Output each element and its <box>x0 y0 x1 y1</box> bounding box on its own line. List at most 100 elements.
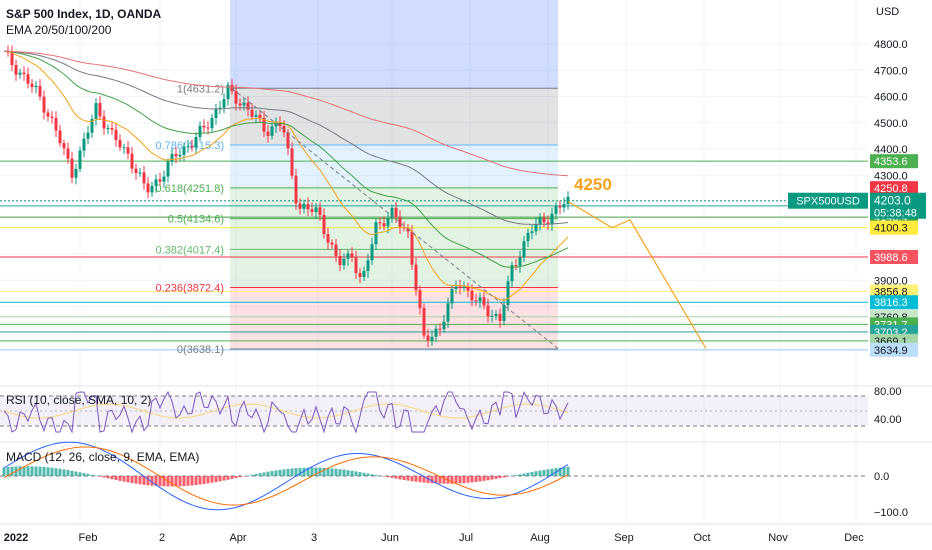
candle-body <box>102 116 106 129</box>
candle-body <box>506 281 510 306</box>
ema-indicator-legend[interactable]: EMA 20/50/100/200 <box>6 23 112 37</box>
macd-indicator-legend[interactable]: MACD (12, 26, close, 9, EMA, EMA) <box>6 450 200 464</box>
macd-histogram-bar <box>118 476 122 481</box>
price-badge <box>870 181 918 196</box>
macd-histogram-bar <box>122 476 126 482</box>
candle-body <box>58 130 62 144</box>
rsi-indicator-legend[interactable]: RSI (10, close, SMA, 10, 2) <box>6 393 152 407</box>
price-annotation-4250[interactable]: 4250 <box>574 175 612 194</box>
macd-histogram-bar <box>462 476 466 484</box>
macd-histogram-bar <box>74 471 78 476</box>
candle-body <box>218 107 222 110</box>
candle-body <box>30 83 34 88</box>
macd-histogram-bar <box>230 476 234 479</box>
macd-histogram-bar <box>70 470 74 476</box>
candle-body <box>382 223 386 227</box>
macd-histogram-bar <box>418 476 422 483</box>
fib-level-label: 0.786(4415.3) <box>156 140 225 152</box>
candle-body <box>470 290 474 301</box>
candle-body <box>234 91 238 104</box>
candle-body <box>210 117 214 129</box>
fib-level-label: 0.618(4251.8) <box>156 183 225 195</box>
price-badge-label: 4100.3 <box>874 223 908 235</box>
macd-histogram-bar <box>2 467 6 476</box>
macd-histogram-bar <box>334 468 338 476</box>
price-badge <box>870 342 918 357</box>
candle-body <box>54 118 58 131</box>
candle-body <box>66 148 70 159</box>
candle-body <box>442 321 446 330</box>
candle-body <box>494 313 498 316</box>
candle-body <box>418 290 422 309</box>
macd-histogram-bar <box>330 468 334 476</box>
candle-body <box>366 260 370 272</box>
macd-histogram-bar <box>342 469 346 476</box>
macd-histogram-bar <box>386 476 390 478</box>
candle-body <box>318 207 322 215</box>
fib-extension-zone <box>230 0 558 89</box>
candle-body <box>94 103 98 119</box>
macd-histogram-bar <box>150 476 154 486</box>
candle-body <box>126 147 130 154</box>
macd-histogram-bar <box>46 467 50 476</box>
macd-histogram-bar <box>522 473 526 476</box>
candle-body <box>398 217 402 228</box>
macd-histogram-bar <box>146 476 150 486</box>
candle-body <box>542 217 546 223</box>
time-axis-label: Jun <box>381 532 399 544</box>
candle-body <box>434 328 438 337</box>
candle-body <box>498 313 502 321</box>
candle-body <box>390 207 394 218</box>
macd-histogram-bar <box>454 476 458 484</box>
candle-body <box>122 147 126 149</box>
macd-histogram-bar <box>42 466 46 476</box>
macd-histogram-bar <box>66 470 70 476</box>
candle-body <box>150 185 154 193</box>
macd-signal-line <box>3 446 569 506</box>
macd-histogram-bar <box>478 476 482 482</box>
macd-histogram-bar <box>482 476 486 481</box>
candle-body <box>114 129 118 141</box>
macd-histogram-bar <box>494 476 498 479</box>
candle-body <box>162 176 166 182</box>
candle-body <box>474 300 478 302</box>
macd-histogram-bar <box>182 476 186 487</box>
macd-histogram-bar <box>430 476 434 484</box>
macd-histogram-bar <box>498 476 502 479</box>
symbol-badge-label[interactable]: SPX500USD <box>796 196 860 208</box>
macd-histogram-bar <box>30 466 34 476</box>
candle-body <box>166 161 170 177</box>
forecast-projection-line[interactable] <box>567 200 707 349</box>
price-tick-label: 4600.0 <box>874 92 908 104</box>
macd-histogram-bar <box>50 467 54 476</box>
price-tick-label: 4300.0 <box>874 170 908 182</box>
chart-title[interactable]: S&P 500 Index, 1D, OANDA <box>6 7 162 21</box>
macd-histogram-bar <box>426 476 430 483</box>
macd-histogram-bar <box>54 468 58 476</box>
macd-histogram-bar <box>250 474 254 476</box>
macd-histogram-bar <box>370 474 374 476</box>
macd-histogram-bar <box>514 475 518 476</box>
candle-body <box>438 328 442 330</box>
candle-body <box>306 203 310 210</box>
macd-histogram-bar <box>86 473 90 476</box>
time-axis-label: Aug <box>530 532 550 544</box>
candle-body <box>446 303 450 322</box>
macd-histogram-bar <box>294 468 298 476</box>
macd-histogram-bar <box>298 467 302 476</box>
macd-histogram-bar <box>270 471 274 476</box>
price-axis[interactable] <box>868 0 932 550</box>
candle-body <box>138 172 142 174</box>
macd-histogram-bar <box>266 471 270 476</box>
macd-histogram-bar <box>326 468 330 476</box>
candle-body <box>278 123 282 126</box>
candle-body <box>546 222 550 225</box>
macd-tick-label: −100.0 <box>874 507 908 519</box>
macd-histogram-bar <box>134 476 138 484</box>
macd-histogram-bar <box>218 476 222 482</box>
candle-body <box>370 244 374 261</box>
candle-body <box>50 116 54 119</box>
macd-histogram-bar <box>62 469 66 476</box>
time-axis-label: Nov <box>768 532 788 544</box>
